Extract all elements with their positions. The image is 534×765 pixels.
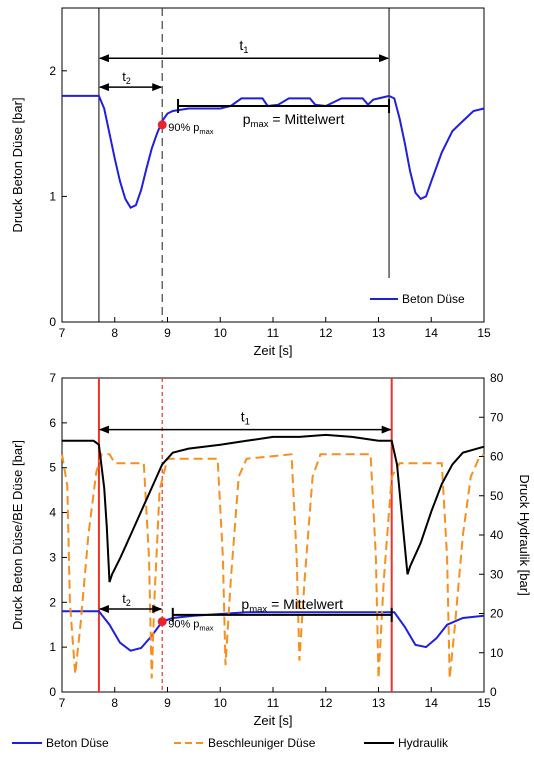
chart1-y-axis-label: Druck Beton Düse [bar]: [10, 97, 25, 232]
chart1-x-tick-label: 11: [267, 326, 280, 340]
chart1-x-tick-label: 14: [425, 326, 439, 340]
chart1-legend-label: Beton Düse: [402, 292, 465, 306]
chart1-x-tick-label: 15: [477, 326, 491, 340]
chart1-t1-label: t1: [239, 37, 248, 56]
chart2-x-axis-label: Zeit [s]: [253, 713, 292, 728]
chart1-y-tick-label: 2: [49, 64, 56, 78]
chart2-x-tick-label: 9: [164, 696, 171, 710]
chart2-x-tick-label: 12: [319, 696, 333, 710]
chart2-y-tick-label: 4: [49, 506, 56, 520]
chart1-x-tick-label: 8: [111, 326, 118, 340]
chart1-ninety-percent-label: 90% pmax: [168, 122, 214, 136]
chart2-y-tick-label: 0: [49, 685, 56, 699]
chart2-y-tick-label: 2: [49, 595, 56, 609]
chart2-ninety-percent-marker: [157, 617, 167, 627]
chart2-y-axis-label: Druck Beton Düse/BE Düse [bar]: [10, 440, 25, 630]
chart2-legend-label: Beschleuniger Düse: [208, 736, 316, 750]
chart2-plot-frame: [61, 377, 485, 693]
chart2-legend-label: Hydraulik: [398, 736, 449, 750]
chart2-x-tick-label: 8: [111, 696, 118, 710]
chart2-y-tick-label: 6: [49, 416, 56, 430]
chart1-x-tick-label: 13: [372, 326, 386, 340]
chart2-t2-label: t2: [122, 591, 131, 608]
chart2-pmax-label: pmax = Mittelwert: [241, 596, 343, 615]
chart1-y-tick-label: 1: [49, 189, 56, 203]
chart2-y2-tick-label: 0: [490, 685, 497, 699]
chart2-y2-tick-label: 70: [490, 410, 504, 424]
chart2-y2-tick-label: 60: [490, 450, 504, 464]
chart2-x-tick-label: 10: [214, 696, 228, 710]
chart2-y2-tick-label: 10: [490, 646, 504, 660]
chart1-y-tick-label: 0: [49, 315, 56, 329]
chart2-x-tick-label: 13: [372, 696, 386, 710]
chart2-y-tick-label: 1: [49, 640, 56, 654]
chart2-x-tick-label: 11: [267, 696, 280, 710]
chart1-plot-frame: [61, 7, 485, 323]
chart2-series-beschleuniger-düse-line: [61, 453, 485, 679]
chart1-t2-label: t2: [122, 69, 131, 86]
chart1-pmax-label: pmax = Mittelwert: [243, 111, 345, 130]
chart2-series-hydraulik-line: [62, 433, 485, 583]
chart2-y2-axis-label: Druck Hydraulik [bar]: [517, 474, 532, 595]
chart1-x-tick-label: 7: [59, 326, 66, 340]
chart2-y2-tick-label: 20: [490, 607, 504, 621]
chart2-y-tick-label: 7: [49, 371, 56, 385]
chart2-y2-tick-label: 50: [490, 489, 504, 503]
chart1-x-axis-label: Zeit [s]: [253, 343, 292, 358]
chart1-x-tick-label: 12: [319, 326, 333, 340]
chart2-y2-tick-label: 40: [490, 528, 504, 542]
chart1-ninety-percent-marker: [157, 120, 167, 130]
chart1-x-tick-label: 9: [164, 326, 171, 340]
chart2-x-tick-label: 7: [59, 696, 66, 710]
chart2-y2-tick-label: 80: [490, 371, 504, 385]
chart2-series-beton-düse-line: [62, 610, 485, 652]
chart1-x-tick-label: 10: [214, 326, 228, 340]
chart2-y-tick-label: 5: [49, 461, 56, 475]
chart2-y-tick-label: 3: [49, 550, 56, 564]
chart2-t1-label: t1: [241, 409, 250, 428]
chart2-x-tick-label: 14: [425, 696, 439, 710]
chart2-x-tick-label: 15: [477, 696, 491, 710]
chart2-legend-label: Beton Düse: [46, 736, 109, 750]
chart2-y2-tick-label: 30: [490, 567, 504, 581]
chart2-ninety-percent-label: 90% pmax: [168, 619, 214, 633]
